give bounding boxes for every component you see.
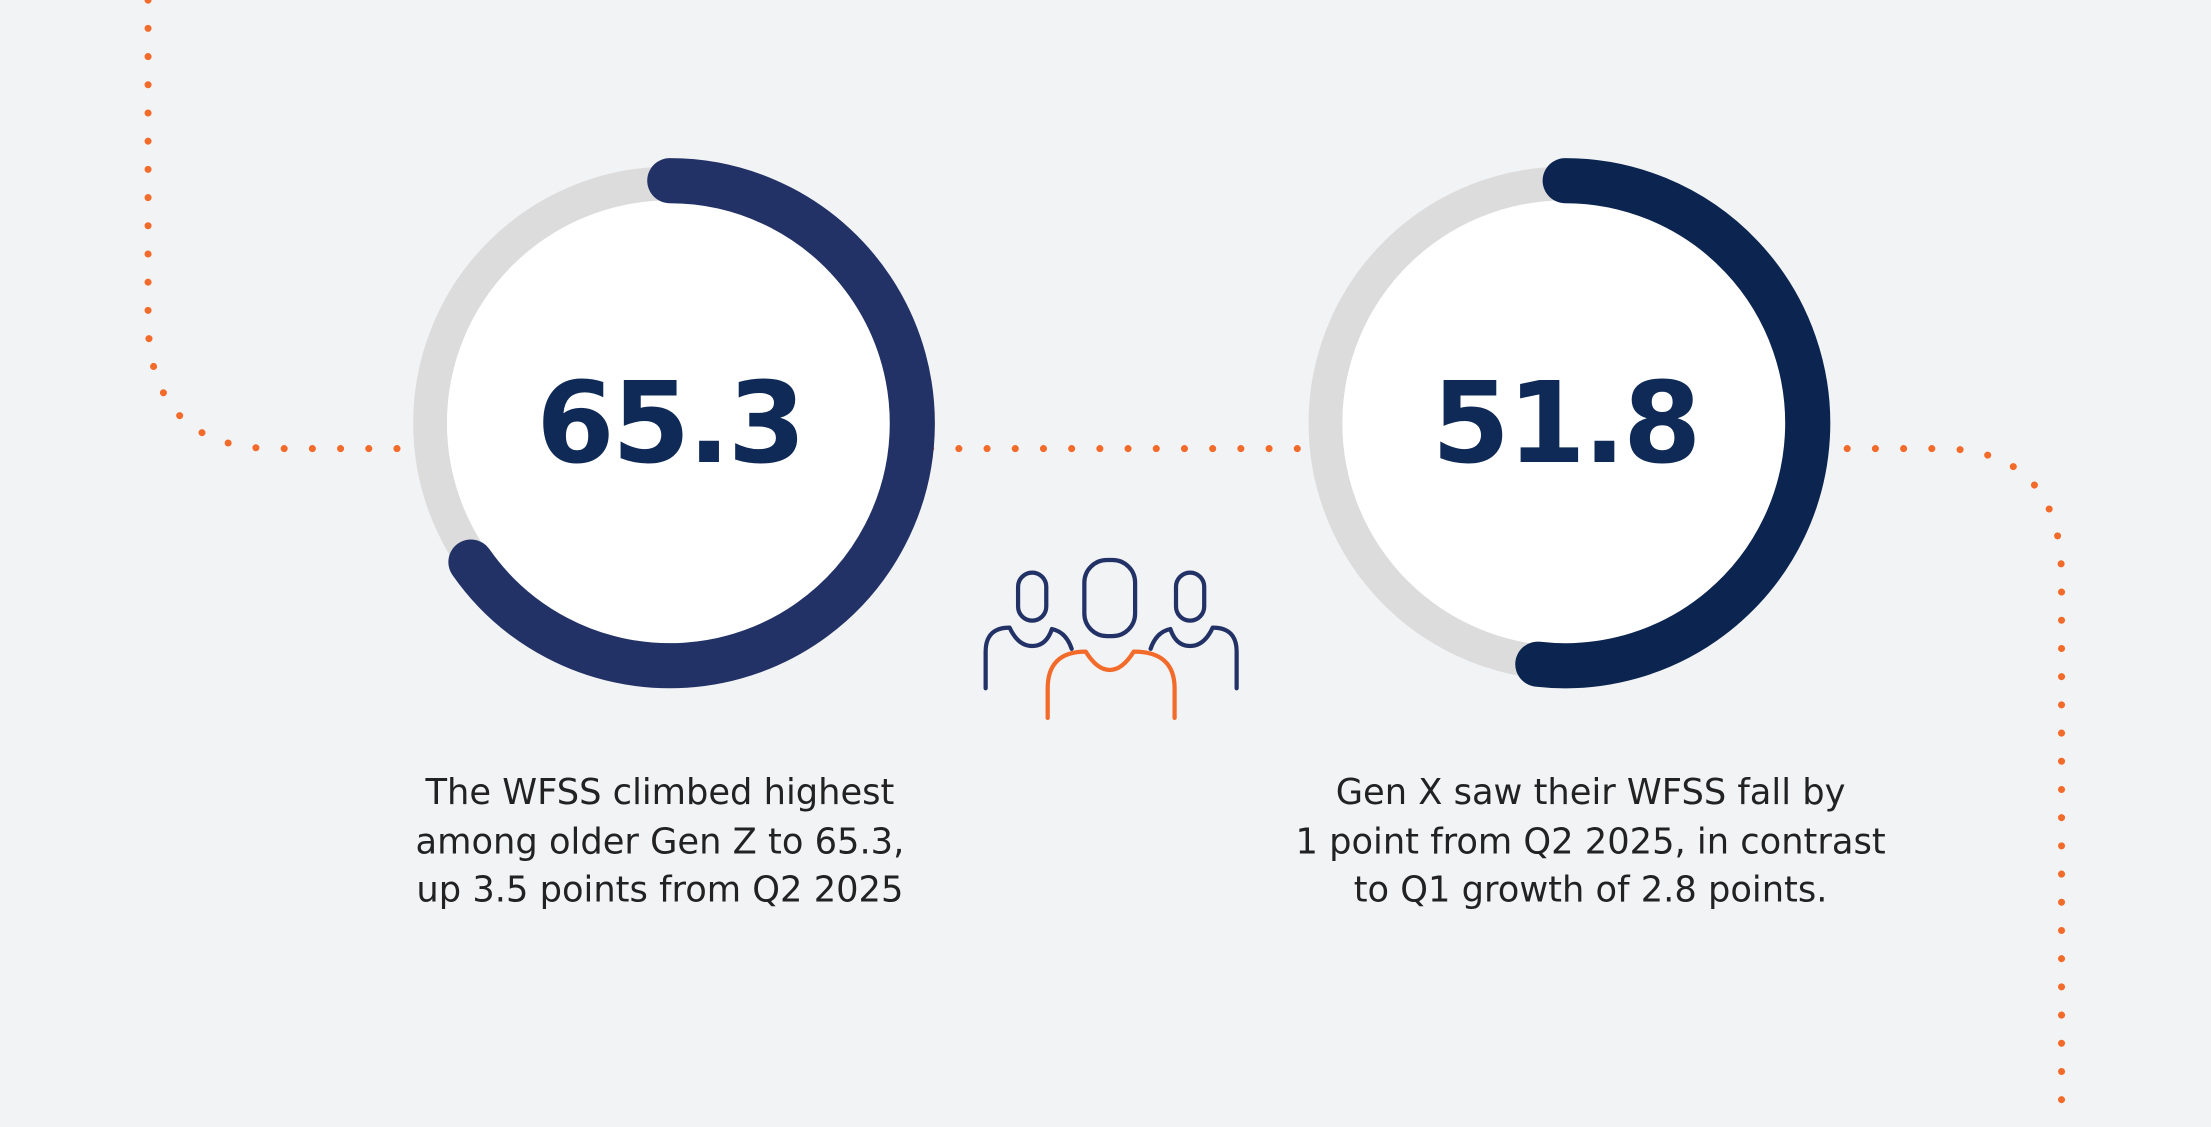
gauge-arc xyxy=(1515,158,1831,689)
people-icon xyxy=(983,557,1239,721)
dotted-segment xyxy=(144,0,402,453)
gauge-value: 65.3 xyxy=(536,357,803,489)
caption-line: to Q1 growth of 2.8 points. xyxy=(1354,869,1828,910)
gauge-arc xyxy=(448,158,935,689)
caption-line: among older Gen Z to 65.3, xyxy=(416,821,905,862)
dotted-segment xyxy=(1843,445,2066,1127)
gauge-face xyxy=(446,200,893,646)
icon-body xyxy=(1148,625,1239,691)
icon-body xyxy=(1045,649,1177,721)
caption-line: Gen X saw their WFSS fall by xyxy=(1336,772,1846,813)
caption-line: 1 point from Q2 2025, in contrast xyxy=(1295,821,1885,862)
gauge-face xyxy=(1342,200,1788,646)
caption-line: up 3.5 points from Q2 2025 xyxy=(416,869,903,910)
caption-line: The WFSS climbed highest xyxy=(424,772,894,813)
gauge-value: 51.8 xyxy=(1432,357,1699,489)
gauges: 65.3 51.8 The WFSS climbed highest among ol… xyxy=(413,158,1886,910)
icon-head xyxy=(1015,570,1049,623)
dotted-path xyxy=(144,0,2066,1127)
icon-head xyxy=(1173,570,1207,623)
icon-body xyxy=(983,625,1074,691)
icon-head xyxy=(1082,557,1138,639)
